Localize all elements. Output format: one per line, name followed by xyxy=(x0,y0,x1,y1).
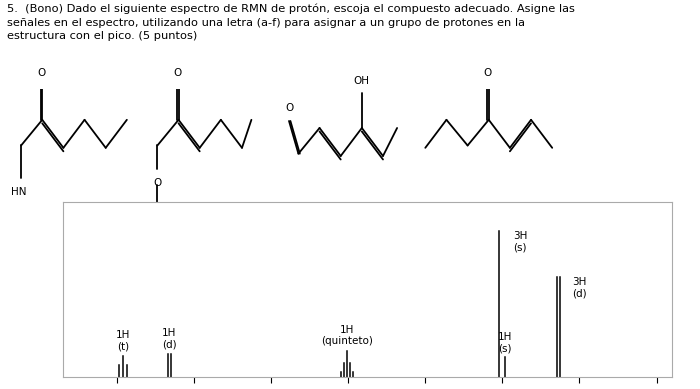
Text: HN: HN xyxy=(11,187,27,198)
Text: 1H
(d): 1H (d) xyxy=(162,328,176,350)
Text: O: O xyxy=(37,68,46,78)
Text: 1H
(t): 1H (t) xyxy=(116,330,130,352)
Text: 5.  (Bono) Dado el siguiente espectro de RMN de protón, escoja el compuesto adec: 5. (Bono) Dado el siguiente espectro de … xyxy=(7,4,575,41)
Text: O: O xyxy=(153,178,162,188)
Text: 3H
(s): 3H (s) xyxy=(513,231,528,252)
Text: O: O xyxy=(286,103,294,113)
Text: O: O xyxy=(174,68,182,78)
Text: OH: OH xyxy=(354,76,370,86)
Text: 3H
(d): 3H (d) xyxy=(573,277,587,299)
Text: 1H
(quinteto): 1H (quinteto) xyxy=(321,325,372,347)
Text: 1H
(s): 1H (s) xyxy=(498,331,512,353)
Text: O: O xyxy=(484,68,492,78)
